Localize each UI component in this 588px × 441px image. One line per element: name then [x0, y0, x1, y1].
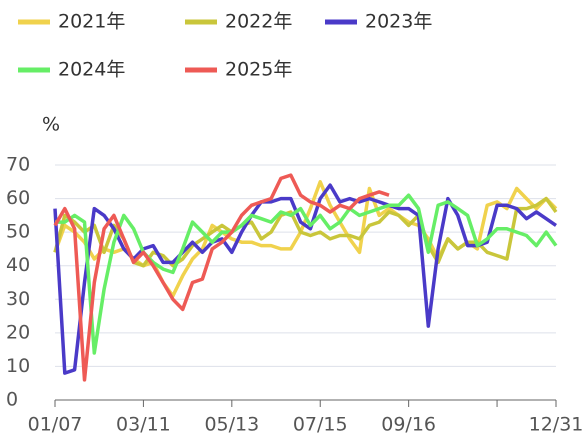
- x-tick-label: 03/11: [116, 414, 171, 436]
- legend-label: 2025年: [225, 59, 292, 81]
- legend-label: 2023年: [365, 11, 432, 33]
- y-tick-label: 60: [6, 187, 30, 209]
- legend-label: 2024年: [58, 59, 125, 81]
- x-tick-label: 07/15: [293, 414, 348, 436]
- y-tick-label: 30: [6, 288, 30, 310]
- x-tick-label: 01/07: [28, 414, 83, 436]
- series-line: [53, 173, 390, 382]
- x-tick-label: 09/16: [381, 414, 436, 436]
- series-line: [55, 193, 558, 355]
- series-line: [53, 183, 557, 375]
- y-tick-label: 40: [6, 254, 30, 276]
- legend-label: 2021年: [58, 11, 125, 33]
- y-tick-label: 0: [6, 389, 18, 411]
- y-tick-label: 10: [6, 355, 30, 377]
- y-tick-label: 20: [6, 321, 30, 343]
- series-line: [53, 196, 558, 268]
- y-tick-label: 70: [6, 154, 30, 176]
- x-tick-label: 05/13: [204, 414, 259, 436]
- legend-label: 2022年: [225, 11, 292, 33]
- y-axis-label: %: [42, 114, 60, 136]
- y-tick-label: 50: [6, 221, 30, 243]
- x-tick-label: 12/31: [529, 414, 584, 436]
